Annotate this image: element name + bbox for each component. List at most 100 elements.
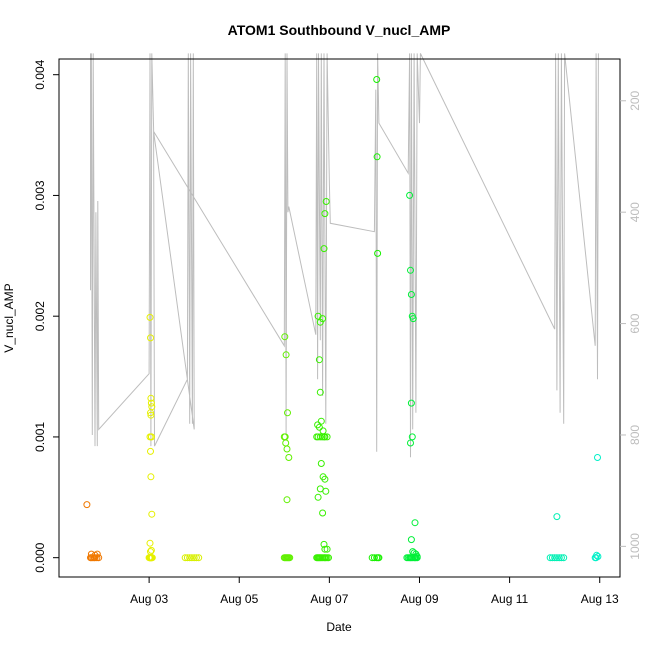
data-point (282, 439, 290, 447)
data-point (316, 318, 324, 326)
data-point (317, 460, 325, 467)
data-point (83, 501, 91, 509)
data-point (546, 554, 554, 562)
x-tick-label: Aug 05 (220, 592, 258, 606)
data-point (283, 496, 291, 504)
data-point (370, 554, 378, 562)
x-tick-label: Aug 07 (310, 592, 348, 606)
data-point (147, 411, 155, 419)
data-point (322, 198, 330, 205)
y-tick-label: 0.000 (33, 542, 47, 572)
y-axis-label: V_nucl_AMP (2, 283, 16, 352)
data-point (147, 546, 155, 554)
data-point (316, 388, 324, 396)
data-point (553, 554, 561, 562)
data-point (593, 551, 601, 559)
plot-frame (58, 58, 621, 578)
data-point (413, 553, 421, 560)
data-point (553, 513, 561, 521)
data-point (147, 334, 154, 342)
data-point (375, 554, 383, 562)
data-point (181, 554, 189, 562)
x-tick-label: Aug 13 (581, 592, 619, 606)
data-point (321, 433, 329, 441)
right-y-tick-label: 800 (628, 425, 642, 445)
data-point (283, 445, 291, 453)
data-point (147, 394, 155, 402)
data-point (314, 493, 322, 501)
background-line-group (90, 53, 599, 458)
data-point (286, 554, 294, 562)
data-point (407, 536, 415, 544)
data-point (285, 454, 293, 461)
data-point (147, 399, 155, 407)
data-point (315, 356, 323, 364)
data-point (316, 485, 324, 493)
data-point (317, 417, 325, 425)
data-point (373, 76, 381, 83)
x-tick-label: Aug 09 (400, 592, 438, 606)
right-y-tick-label: 400 (628, 202, 642, 222)
data-point (188, 554, 196, 562)
data-point (411, 519, 419, 527)
data-point (320, 540, 328, 548)
data-point (321, 210, 329, 218)
data-point (321, 475, 329, 483)
data-point (190, 554, 198, 562)
data-point (323, 433, 331, 441)
y-axis: 0.000 0.001 0.002 0.003 0.004 (33, 59, 59, 573)
data-point (147, 473, 155, 481)
chart-title: ATOM1 Southbound V_nucl_AMP (228, 22, 451, 38)
data-point (147, 548, 154, 556)
data-point (314, 433, 322, 441)
data-point (95, 554, 103, 562)
points-group (83, 76, 602, 562)
data-point (407, 291, 415, 298)
data-point (281, 333, 289, 341)
x-axis: Aug 03 Aug 05 Aug 07 Aug 09 Aug 11 Aug 13 (130, 577, 619, 606)
data-point (282, 351, 290, 359)
data-point (374, 249, 382, 257)
data-point (319, 315, 327, 323)
data-point (407, 399, 415, 407)
data-point (557, 554, 565, 562)
data-point (323, 545, 331, 553)
data-point (551, 554, 559, 562)
y-axis-right: 200 400 600 800 1000 (620, 90, 642, 560)
right-y-tick-label: 1000 (628, 533, 642, 560)
data-point (319, 509, 327, 517)
data-point (186, 554, 194, 562)
data-point (407, 439, 414, 447)
data-point (318, 433, 326, 441)
data-point (93, 550, 101, 558)
data-point (320, 245, 328, 253)
data-point (406, 191, 414, 199)
data-point (146, 313, 154, 321)
right-y-tick-label: 200 (628, 90, 642, 110)
data-point (373, 153, 381, 161)
x-axis-label: Date (326, 620, 352, 634)
data-point (147, 409, 154, 417)
x-tick-label: Aug 03 (130, 592, 168, 606)
data-point (195, 554, 203, 562)
data-point (407, 266, 414, 274)
right-y-tick-label: 600 (628, 313, 642, 333)
data-point (192, 554, 200, 562)
data-point (319, 427, 327, 435)
y-tick-label: 0.002 (33, 301, 47, 331)
y-tick-label: 0.001 (33, 422, 47, 452)
y-tick-label: 0.004 (33, 59, 47, 89)
data-point (548, 554, 556, 562)
data-point (315, 423, 323, 431)
background-series-line (90, 53, 599, 458)
data-point (594, 454, 601, 461)
data-point (148, 510, 156, 518)
data-point (409, 315, 417, 323)
data-point (91, 554, 99, 562)
data-point (325, 554, 332, 562)
x-tick-label: Aug 11 (491, 592, 528, 606)
data-point (147, 447, 154, 455)
data-point (316, 433, 324, 441)
data-point (408, 433, 416, 441)
